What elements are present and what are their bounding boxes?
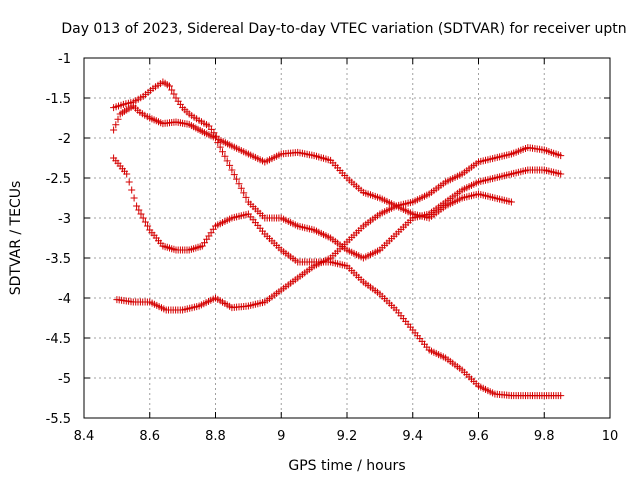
y-tick-label: -5	[58, 372, 71, 387]
series-track-1	[110, 78, 515, 222]
x-tick-labels: 8.4 8.6 8.8 9 9.2 9.4 9.6 9.8 10	[74, 429, 619, 444]
x-tick-label: 9.6	[468, 429, 489, 444]
data-point	[230, 171, 238, 179]
y-tick-label: -3.5	[46, 252, 71, 267]
chart-title: Day 013 of 2023, Sidereal Day-to-day VTE…	[61, 21, 626, 37]
axis-ticks	[83, 57, 611, 419]
data-point	[114, 115, 122, 123]
y-tick-label: -3	[58, 212, 71, 227]
data-point	[507, 198, 515, 206]
data-point	[214, 139, 222, 147]
y-tick-label: -2.5	[46, 172, 71, 187]
data-point	[221, 152, 229, 160]
y-tick-label: -1.5	[46, 92, 71, 107]
y-tick-label: -4.5	[46, 332, 71, 347]
data-point	[168, 86, 176, 94]
x-tick-label: 9	[277, 429, 285, 444]
data-point	[223, 157, 231, 165]
x-tick-label: 8.8	[205, 429, 226, 444]
data-point	[237, 184, 245, 192]
x-tick-label: 9.8	[534, 429, 555, 444]
series-track-4	[113, 144, 565, 314]
data-point	[170, 90, 178, 98]
data-point	[216, 143, 224, 151]
data-point	[128, 186, 136, 194]
y-tick-labels: -1 -1.5 -2 -2.5 -3 -3.5 -4 -4.5 -5 -5.5	[46, 52, 71, 427]
data-point	[125, 178, 133, 186]
y-tick-label: -4	[58, 292, 71, 307]
y-axis-label: SDTVAR / TECUs	[8, 181, 24, 296]
data-point	[135, 206, 143, 214]
x-tick-label: 8.6	[139, 429, 160, 444]
y-tick-label: -5.5	[46, 412, 71, 427]
data-point	[235, 180, 243, 188]
x-tick-label: 8.4	[74, 429, 95, 444]
x-tick-label: 9.2	[337, 429, 358, 444]
data-point	[123, 170, 131, 178]
data-point	[139, 214, 147, 222]
data-point	[133, 202, 141, 210]
x-axis-label: GPS time / hours	[288, 458, 405, 474]
grid	[84, 58, 610, 418]
x-tick-label: 9.4	[402, 429, 423, 444]
x-tick-label: 10	[602, 429, 619, 444]
data-point	[242, 193, 250, 201]
y-tick-label: -1	[58, 52, 71, 67]
data-point	[233, 175, 241, 183]
data-point	[219, 148, 226, 156]
data-point	[557, 152, 565, 160]
data-point	[137, 210, 145, 218]
data-point	[228, 166, 236, 174]
data-point	[557, 170, 565, 178]
data-markers	[110, 78, 565, 400]
data-point	[166, 82, 173, 90]
data-point	[141, 218, 149, 226]
data-point	[110, 126, 118, 134]
data-point	[112, 121, 120, 129]
y-tick-label: -2	[58, 132, 71, 147]
data-point	[226, 161, 234, 169]
series-track-2	[110, 102, 565, 262]
data-point	[212, 134, 219, 142]
data-point	[557, 392, 565, 400]
series-track-3	[110, 154, 565, 400]
data-point	[130, 194, 138, 202]
data-point	[240, 189, 248, 197]
data-point	[144, 222, 152, 230]
